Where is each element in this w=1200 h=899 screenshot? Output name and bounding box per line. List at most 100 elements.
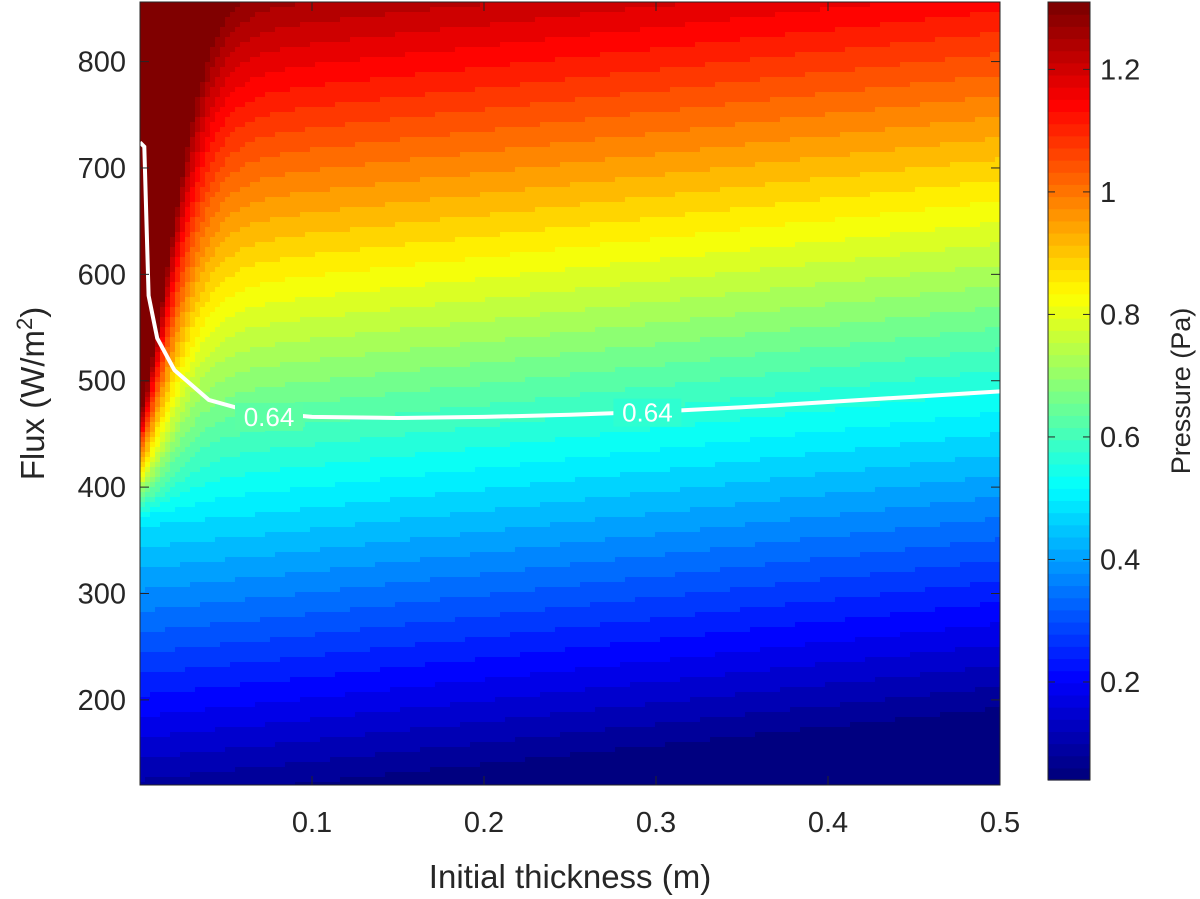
contour-cell: [515, 102, 521, 108]
contour-cell: [630, 87, 636, 93]
contour-cell: [540, 142, 546, 148]
contour-cell: [750, 42, 756, 48]
contour-cell: [260, 12, 266, 18]
contour-cell: [225, 32, 231, 38]
contour-cell: [200, 17, 206, 23]
contour-cell: [250, 117, 256, 123]
contour-cell: [605, 87, 611, 93]
contour-cell: [825, 72, 831, 78]
contour-cell: [490, 102, 496, 108]
contour-cell: [365, 2, 371, 8]
contour-cell: [980, 67, 986, 73]
contour-cell: [855, 37, 861, 43]
contour-cell: [900, 62, 906, 68]
contour-cell: [250, 17, 256, 23]
contour-cell: [710, 47, 716, 53]
contour-cell: [790, 97, 796, 103]
contour-cell: [650, 77, 656, 83]
contour-cell: [655, 47, 661, 53]
contour-cell: [255, 127, 261, 133]
contour-cell: [945, 122, 951, 128]
contour-cell: [625, 67, 631, 73]
contour-cell: [605, 52, 611, 58]
contour-cell: [485, 72, 491, 78]
contour-cell: [690, 62, 696, 68]
contour-cell: [925, 32, 931, 38]
contour-cell: [270, 102, 276, 108]
contour-cell: [790, 42, 796, 48]
contour-cell: [395, 72, 401, 78]
contour-cell: [905, 22, 911, 28]
contour-cell: [420, 52, 426, 58]
contour-cell: [370, 92, 376, 98]
contour-cell: [605, 97, 611, 103]
contour-cell: [440, 22, 446, 28]
contour-cell: [965, 12, 971, 18]
contour-cell: [660, 112, 666, 118]
contour-cell: [545, 32, 551, 38]
contour-cell: [795, 92, 801, 98]
contour-cell: [175, 7, 181, 13]
contour-cell: [815, 97, 821, 103]
contour-cell: [320, 107, 326, 113]
contour-cell: [890, 47, 896, 53]
contour-cell: [355, 47, 361, 53]
contour-cell: [245, 82, 251, 88]
contour-cell: [985, 92, 991, 98]
contour-cell: [365, 27, 371, 33]
contour-cell: [285, 37, 291, 43]
contour-cell: [260, 22, 266, 28]
contour-cell: [180, 17, 186, 23]
contour-cell: [640, 87, 646, 93]
contour-cell: [265, 122, 271, 128]
contour-cell: [625, 87, 631, 93]
contour-cell: [635, 92, 641, 98]
contour-cell: [985, 47, 991, 53]
contour-cell: [500, 102, 506, 108]
contour-cell: [250, 67, 256, 73]
contour-cell: [245, 37, 251, 43]
contour-cell: [230, 82, 236, 88]
contour-cell: [425, 62, 431, 68]
contour-cell: [755, 57, 761, 63]
contour-cell: [645, 7, 651, 13]
contour-cell: [510, 32, 516, 38]
contour-cell: [610, 42, 616, 48]
contour-cell: [740, 37, 746, 43]
contour-cell: [800, 62, 806, 68]
contour-cell: [250, 132, 256, 138]
contour-cell: [150, 97, 156, 103]
contour-cell: [690, 12, 696, 18]
contour-cell: [455, 22, 461, 28]
contour-cell: [215, 37, 221, 43]
contour-cell: [615, 52, 621, 58]
contour-cell: [300, 112, 306, 118]
contour-cell: [455, 112, 461, 118]
contour-cell: [965, 37, 971, 43]
contour-cell: [730, 102, 736, 108]
contour-cell: [970, 22, 976, 28]
contour-cell: [240, 107, 246, 113]
contour-cell: [915, 12, 921, 18]
contour-cell: [910, 87, 916, 93]
contour-cell: [220, 77, 226, 83]
contour-cell: [195, 142, 201, 148]
contour-cell: [645, 137, 651, 143]
contour-cell: [525, 127, 531, 133]
contour-cell: [185, 117, 191, 123]
contour-cell: [290, 117, 296, 123]
contour-cell: [175, 87, 181, 93]
contour-cell: [420, 82, 426, 88]
contour-cell: [215, 132, 221, 138]
contour-cell: [645, 2, 651, 8]
contour-cell: [970, 62, 976, 68]
contour-cell: [870, 82, 876, 88]
contour-cell: [650, 112, 656, 118]
contour-cell: [490, 12, 496, 18]
contour-cell: [780, 77, 786, 83]
contour-cell: [605, 17, 611, 23]
contour-cell: [235, 92, 241, 98]
contour-cell: [290, 82, 296, 88]
contour-cell: [590, 57, 596, 63]
contour-cell: [865, 97, 871, 103]
